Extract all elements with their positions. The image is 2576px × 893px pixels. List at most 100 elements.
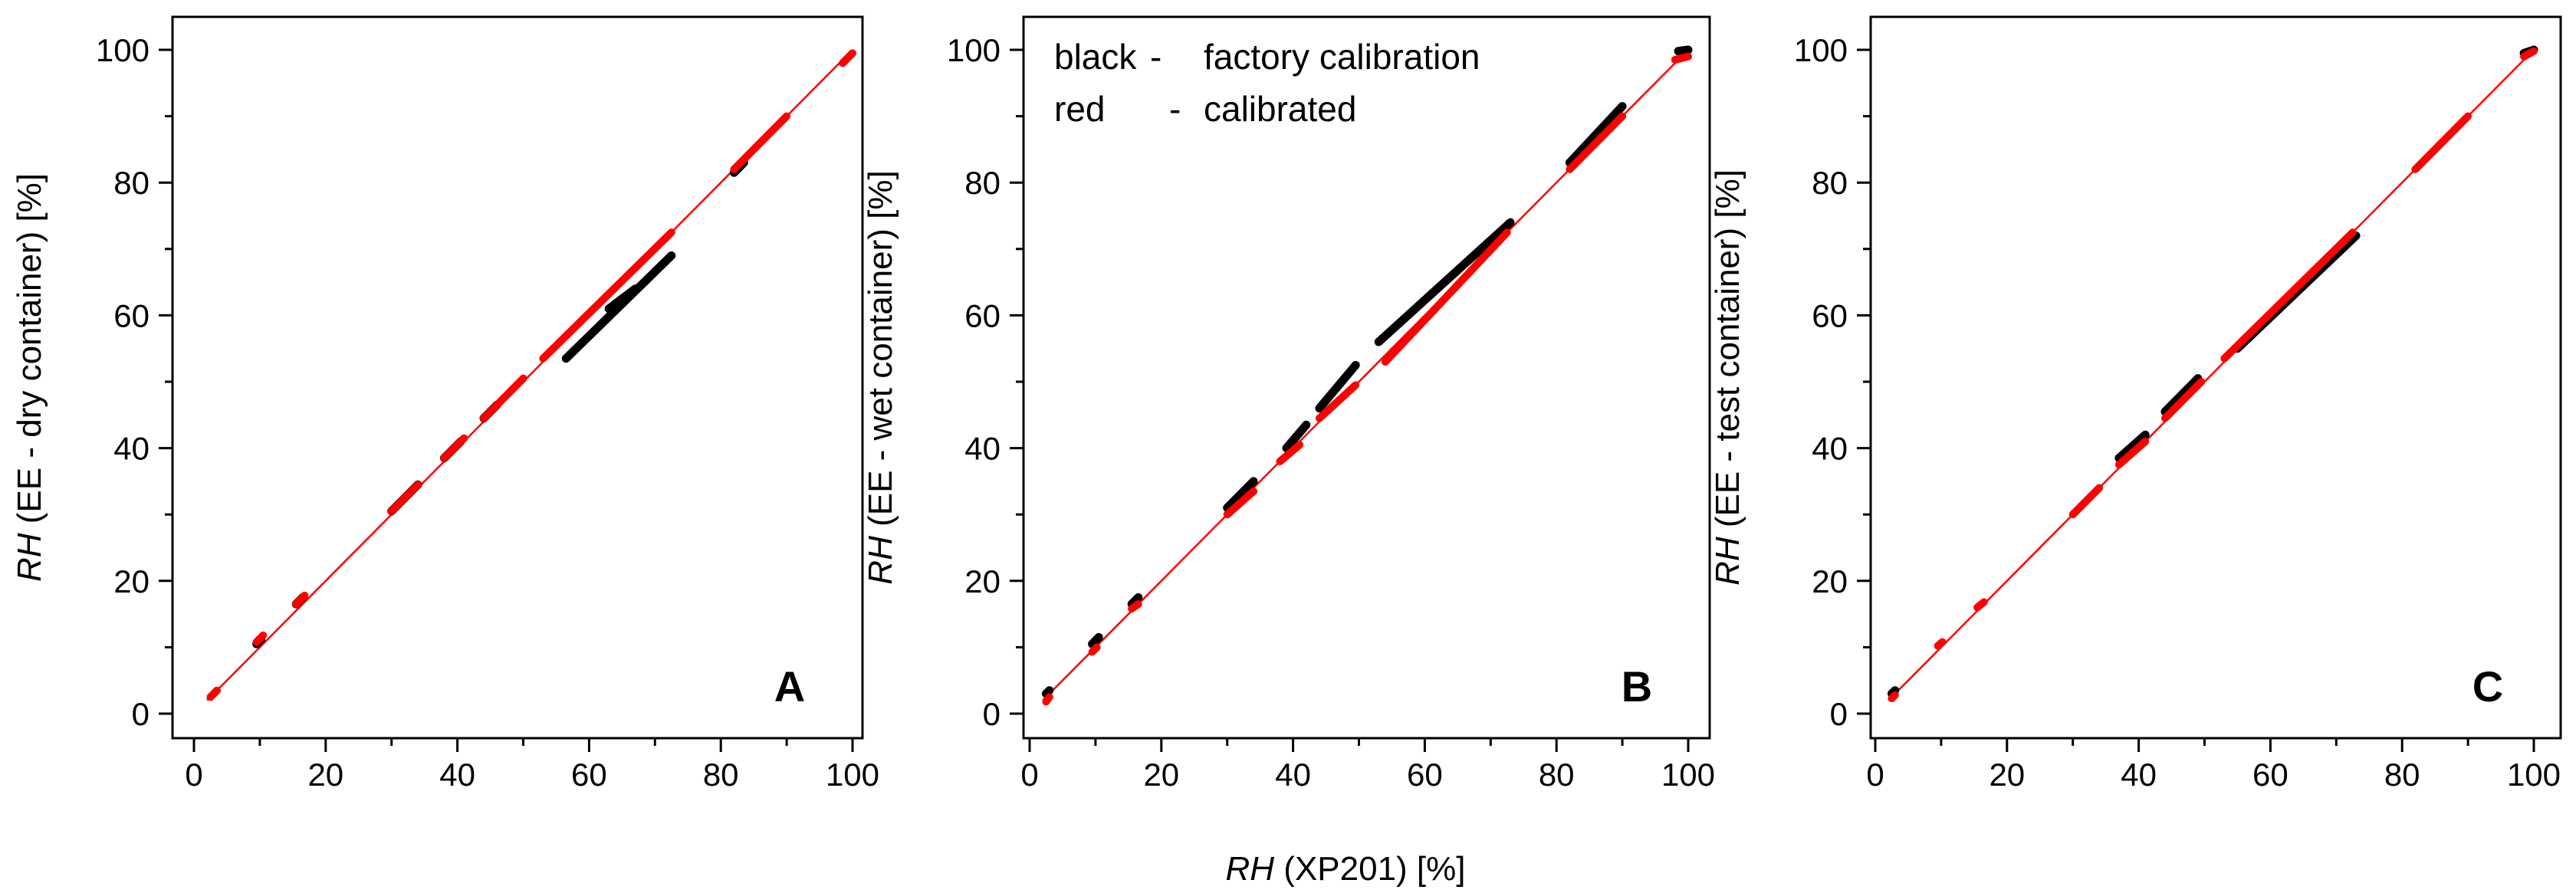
x-tick-label: 60 — [2252, 757, 2288, 793]
data-segment — [1088, 632, 1103, 648]
panel-letter: A — [774, 662, 805, 711]
x-tick-label: 0 — [1020, 757, 1038, 793]
y-tick-label: 0 — [983, 696, 1001, 732]
data-segment — [539, 228, 675, 363]
y-axis-title-italic: RH — [1709, 537, 1746, 586]
y-tick-label: 80 — [113, 165, 150, 201]
data-segment — [1374, 218, 1515, 346]
y-axis-title: RH (EE - wet container) [%] — [862, 170, 899, 584]
series-factory — [1041, 45, 1693, 698]
data-segment — [387, 481, 422, 515]
y-tick-label: 40 — [1812, 431, 1848, 467]
data-segment — [839, 49, 856, 67]
x-tick-label: 40 — [2121, 757, 2157, 793]
panel-b: 00 20 20 40 40 60 60 80 80 100 100 RH (EE - wet con… — [862, 15, 1715, 793]
data-segment — [252, 631, 268, 646]
legend-label-factory: factory calibration — [1204, 37, 1480, 77]
data-segment — [1223, 487, 1258, 519]
data-segment — [2160, 374, 2203, 416]
data-segment — [1315, 360, 1360, 413]
y-tick-label: 0 — [132, 696, 150, 732]
x-tick-label: 60 — [1407, 757, 1443, 793]
y-tick-label: 60 — [964, 297, 1001, 333]
y-tick-label: 40 — [964, 431, 1001, 467]
data-segment — [2411, 112, 2472, 173]
panel-c: 00 20 20 40 40 60 60 80 80 100 100 RH (EE - test co… — [1709, 15, 2562, 793]
data-segment — [206, 686, 222, 701]
data-segment — [2068, 484, 2104, 519]
data-segment — [1127, 593, 1143, 609]
x-tick-label: 80 — [703, 757, 739, 793]
y-tick-label: 80 — [964, 165, 1001, 201]
data-segment — [1973, 598, 1988, 612]
data-segment — [561, 251, 676, 363]
shared-x-axis-title: RH (XP201) [%] — [1226, 850, 1466, 888]
x-tick-label: 0 — [185, 757, 202, 793]
plot-frame — [1869, 15, 2562, 740]
x-tick-label: 80 — [2384, 757, 2420, 793]
data-segment — [1888, 691, 1899, 703]
series-calibrated — [206, 49, 856, 701]
x-tick-label: 40 — [439, 757, 475, 793]
y-axis-title-rest: (EE - dry container) [%] — [11, 173, 48, 533]
y-tick-label: 0 — [1830, 696, 1848, 732]
data-segment — [1128, 600, 1142, 613]
y-tick-label: 60 — [113, 297, 150, 333]
data-segment — [1282, 420, 1311, 453]
y-axis-title-rest: (EE - test container) [%] — [1709, 169, 1746, 537]
x-tick-label: 80 — [1539, 757, 1575, 793]
data-segment — [2114, 437, 2150, 469]
data-segment — [1223, 477, 1258, 513]
x-axis-title-italic: RH — [1226, 850, 1275, 888]
plot-frame — [1022, 15, 1711, 740]
legend-key-black: black — [1054, 37, 1137, 77]
data-segment — [730, 112, 791, 173]
data-segment — [1671, 52, 1692, 64]
y-tick-label: 40 — [113, 431, 150, 467]
data-segment — [1565, 102, 1627, 167]
y-tick-label: 100 — [1794, 32, 1848, 68]
y-axis-title: RH (EE - test container) [%] — [1709, 169, 1746, 586]
legend: black - factory calibration red - calibr… — [1054, 37, 1480, 129]
data-segment — [1042, 693, 1053, 706]
x-tick-label: 0 — [1866, 757, 1884, 793]
data-segment — [1041, 686, 1054, 698]
legend-dash-red: - — [1169, 89, 1181, 129]
data-segment — [1381, 228, 1511, 366]
y-tick-label: 80 — [1812, 165, 1848, 201]
x-tick-label: 100 — [826, 757, 879, 793]
y-tick-label: 20 — [964, 563, 1001, 599]
panel-a: 00 20 20 40 40 60 60 80 80 100 100 RH (EE - dry con… — [11, 15, 879, 793]
data-segment — [2520, 47, 2538, 61]
data-segment — [1566, 112, 1627, 173]
y-axis-title-italic: RH — [862, 536, 899, 585]
legend-dash-black: - — [1150, 37, 1162, 77]
y-tick-label: 100 — [947, 32, 1001, 68]
legend-label-calibrated: calibrated — [1204, 89, 1356, 129]
x-tick-label: 20 — [1143, 757, 1179, 793]
x-tick-label: 60 — [571, 757, 607, 793]
y-axis-title-rest: (EE - wet container) [%] — [862, 170, 899, 536]
y-axis-title-italic: RH — [11, 533, 48, 582]
data-segment — [292, 591, 309, 609]
x-tick-label: 20 — [307, 757, 343, 793]
x-tick-label: 100 — [2507, 757, 2561, 793]
data-segment — [604, 284, 640, 314]
y-axis-title: RH (EE - dry container) [%] — [11, 173, 48, 582]
series-calibrated — [1888, 47, 2538, 703]
series-calibrated — [1042, 52, 1692, 706]
data-segment — [440, 434, 468, 462]
data-segment — [1276, 441, 1304, 465]
y-tick-label: 20 — [113, 563, 150, 599]
x-tick-label: 20 — [1989, 757, 2025, 793]
data-segment — [2114, 430, 2150, 463]
y-tick-label: 60 — [1812, 297, 1848, 333]
y-tick-label: 20 — [1812, 563, 1848, 599]
panel-letter: B — [1622, 662, 1652, 711]
x-axis-title-rest: (XP201) [%] — [1274, 850, 1465, 888]
data-segment — [479, 374, 527, 422]
data-segment — [1934, 638, 1947, 650]
data-segment — [1674, 45, 1693, 56]
